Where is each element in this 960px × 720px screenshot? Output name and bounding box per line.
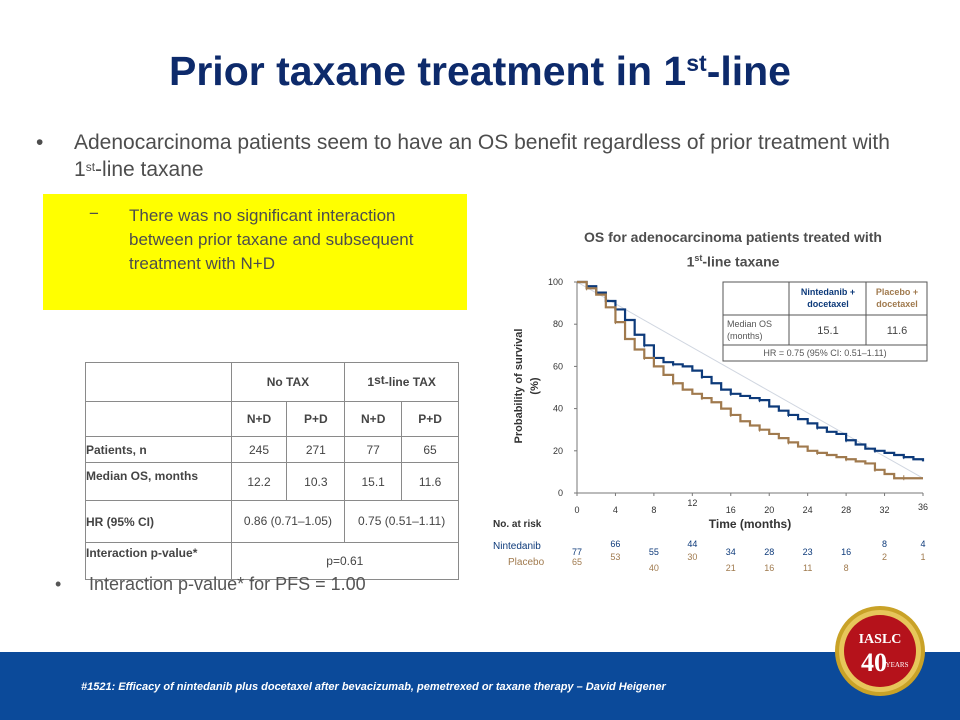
- y-tick-label: 80: [553, 319, 563, 329]
- risk-placebo-value: 21: [726, 563, 736, 573]
- x-tick-label: 12: [687, 498, 697, 508]
- logo-org: IASLC: [859, 632, 902, 647]
- y-tick-label: 0: [558, 488, 563, 498]
- header-first-line-tax: 1st-line TAX: [344, 362, 459, 402]
- x-tick-label: 0: [574, 505, 579, 515]
- risk-placebo-value: 65: [572, 557, 582, 567]
- risk-nintedanib-value: 66: [610, 539, 620, 549]
- table-corner-2: [85, 401, 232, 437]
- risk-nintedanib-value: 4: [920, 539, 925, 549]
- inset-hr: HR = 0.75 (95% CI: 0.51–1.11): [763, 348, 886, 358]
- slide-title: Prior taxane treatment in 1st-line: [169, 48, 791, 94]
- risk-nintedanib-value: 8: [882, 539, 887, 549]
- bullet-marker: •: [55, 574, 62, 594]
- chart-title: OS for adenocarcinoma patients treated w…: [584, 229, 882, 270]
- y-axis-label-2: (%): [529, 377, 541, 394]
- inset-col1-line2: docetaxel: [807, 299, 849, 309]
- logo-number: 40: [861, 648, 887, 677]
- risk-placebo-value: 40: [649, 563, 659, 573]
- arm-header: N+D: [230, 401, 288, 437]
- pfs-bullet-text: Interaction p-value* for PFS = 1.00: [89, 574, 366, 594]
- risk-placebo-value: 1: [920, 552, 925, 562]
- x-tick-label: 28: [841, 505, 851, 515]
- x-tick-label: 24: [803, 505, 813, 515]
- title-superscript: st: [686, 50, 707, 76]
- iaslc-logo: IASLC 40 YEARS: [835, 606, 925, 696]
- risk-nintedanib-value: 77: [572, 547, 582, 557]
- table-row: Patients, n 245 271 77 65: [85, 436, 459, 463]
- x-tick-label: 16: [726, 505, 736, 515]
- sub-bullet-text: There was no significant interaction bet…: [129, 206, 414, 273]
- risk-label-nintedanib: Nintedanib: [493, 541, 541, 552]
- y-axis-label: Probability of survival: [513, 329, 525, 444]
- inset-row-label-2: (months): [727, 331, 763, 341]
- x-axis-label: Time (months): [709, 517, 791, 531]
- arm-header: P+D: [286, 401, 346, 437]
- risk-nintedanib-value: 23: [803, 547, 813, 557]
- risk-nintedanib-value: 55: [649, 547, 659, 557]
- inset-table: Nintedanib + docetaxel Placebo + docetax…: [722, 281, 928, 362]
- risk-nintedanib-value: 34: [726, 547, 736, 557]
- highlight-box: − There was no significant interaction b…: [43, 194, 467, 310]
- risk-placebo-value: 8: [844, 563, 849, 573]
- risk-nintedanib-value: 44: [687, 539, 697, 549]
- y-tick-label: 60: [553, 361, 563, 371]
- x-tick-label: 36: [918, 502, 928, 512]
- inset-row-label: Median OS: [727, 319, 772, 329]
- footer-text: #1521: Efficacy of nintedanib plus docet…: [81, 681, 666, 693]
- x-tick-label: 4: [613, 505, 618, 515]
- sub-bullet-marker: −: [89, 204, 99, 223]
- x-tick-label: 32: [880, 505, 890, 515]
- risk-label-placebo: Placebo: [508, 557, 545, 568]
- header-no-tax: No TAX: [230, 362, 346, 402]
- taxane-table: No TAX 1st-line TAX N+D P+D N+D P+D Pati…: [85, 362, 460, 580]
- risk-title: No. at risk: [493, 519, 542, 530]
- table-row: Interaction p-value* p=0.61: [85, 542, 460, 580]
- y-tick-label: 20: [553, 446, 563, 456]
- risk-nintedanib-value: 16: [841, 547, 851, 557]
- footer-bar: #1521: Efficacy of nintedanib plus docet…: [0, 652, 960, 720]
- inset-v2: 11.6: [887, 325, 908, 337]
- nintedanib-curve: [577, 280, 925, 462]
- inset-v1: 15.1: [817, 325, 838, 337]
- main-bullet-text: Adenocarcinoma patients seem to have an …: [74, 131, 890, 181]
- risk-placebo-value: 53: [610, 552, 620, 562]
- placebo-curve: [577, 280, 923, 480]
- inset-col1: Nintedanib +: [801, 287, 855, 297]
- risk-placebo-value: 16: [764, 563, 774, 573]
- bullet-marker: •: [36, 131, 44, 154]
- y-tick-label: 100: [548, 277, 563, 287]
- logo-suffix: YEARS: [886, 661, 909, 669]
- table-row: Median OS, months 12.2 10.3 15.1 11.6: [85, 462, 459, 501]
- risk-placebo-value: 30: [687, 552, 697, 562]
- risk-placebo-value: 2: [882, 552, 887, 562]
- risk-placebo-value: 11: [803, 563, 812, 573]
- x-tick-label: 8: [651, 505, 656, 515]
- risk-nintedanib-value: 28: [764, 547, 774, 557]
- x-tick-label: 20: [764, 505, 774, 515]
- logo-red-disc: [844, 615, 916, 687]
- inset-col2: Placebo +: [876, 287, 918, 297]
- y-tick-label: 40: [553, 404, 563, 414]
- arm-header: N+D: [344, 401, 403, 437]
- inset-col2-line2: docetaxel: [876, 299, 918, 309]
